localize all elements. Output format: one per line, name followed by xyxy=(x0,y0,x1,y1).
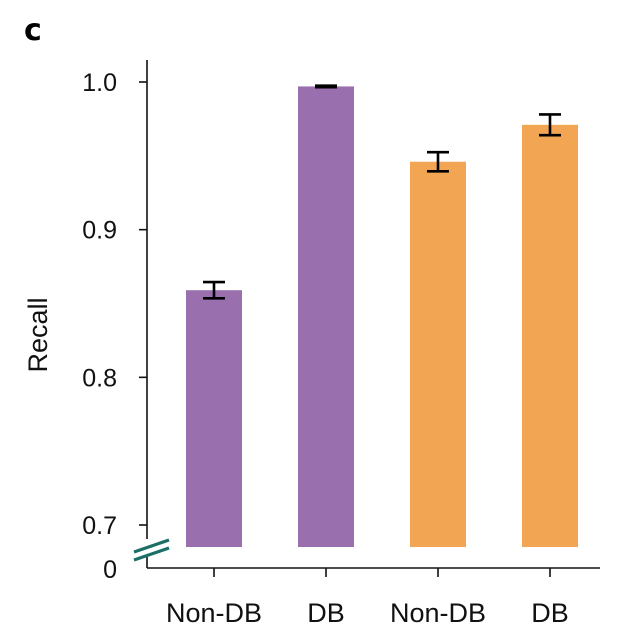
axis-break xyxy=(133,538,170,562)
y-axis-title: Recall xyxy=(23,297,53,372)
x-tick-label: DB xyxy=(307,598,345,628)
x-tick-label: DB xyxy=(531,598,569,628)
y-tick-label: 0.8 xyxy=(82,364,117,392)
y-tick-label-zero: 0 xyxy=(103,556,117,584)
panel-label: c xyxy=(24,13,42,48)
axis-break-mark xyxy=(133,538,170,554)
axis-break-mark xyxy=(133,546,170,562)
bar xyxy=(298,86,354,548)
bar xyxy=(186,290,242,547)
x-tick-label: Non-DB xyxy=(166,598,262,628)
x-tick-label: Non-DB xyxy=(390,598,486,628)
y-tick-label: 0.7 xyxy=(82,512,117,540)
x-tick-labels: Non-DB DB Non-DB DB xyxy=(166,568,569,628)
bar xyxy=(522,124,578,547)
y-tick-label: 0.9 xyxy=(82,217,117,245)
error-bars xyxy=(203,84,561,300)
bar xyxy=(410,161,466,548)
y-ticks: 0.7 0.8 0.9 1.0 0 xyxy=(82,69,147,584)
y-tick-label: 1.0 xyxy=(82,69,117,97)
bars xyxy=(186,86,578,548)
